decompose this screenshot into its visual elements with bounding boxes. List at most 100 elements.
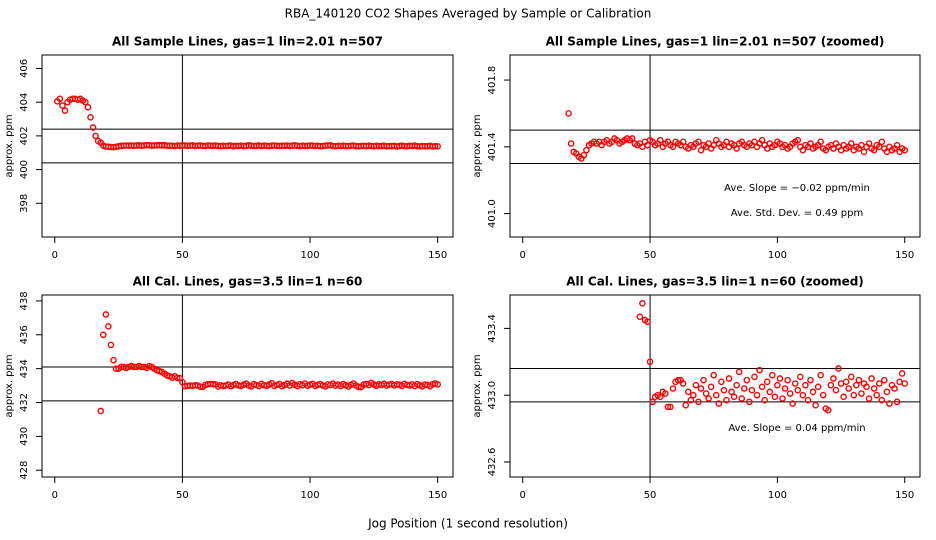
x-tick-label: 150	[895, 250, 914, 261]
panel-title: All Cal. Lines, gas=3.5 lin=1 n=60	[133, 275, 363, 289]
point	[779, 395, 786, 402]
point	[817, 138, 824, 146]
point	[799, 391, 807, 399]
points	[54, 95, 441, 151]
point	[766, 388, 774, 396]
point	[827, 381, 835, 389]
y-tick-label: 434	[19, 359, 30, 378]
point	[840, 393, 847, 401]
point	[891, 385, 898, 392]
point	[99, 331, 107, 339]
point	[794, 136, 802, 144]
point	[784, 376, 791, 384]
point	[97, 407, 105, 415]
point	[761, 396, 768, 404]
point	[59, 102, 66, 109]
panel-title: All Cal. Lines, gas=3.5 lin=1 n=60 (zoom…	[566, 275, 864, 289]
point	[786, 390, 794, 397]
points	[565, 110, 909, 162]
panel: All Cal. Lines, gas=3.5 lin=1 n=60 approx…	[4, 275, 454, 501]
point	[728, 388, 735, 396]
point	[886, 400, 893, 407]
y-axis-label: approx. ppm	[472, 354, 483, 417]
annotation: Ave. Slope = −0.02 ppm/min	[724, 183, 870, 194]
point	[669, 385, 677, 392]
point	[565, 110, 572, 117]
point	[682, 401, 690, 409]
x-tick-label: 150	[428, 250, 447, 261]
point	[873, 391, 881, 399]
point	[662, 390, 669, 397]
x-tick-label: 150	[895, 490, 914, 501]
y-tick-label: 433.4	[487, 314, 498, 343]
x-tick-label: 100	[300, 250, 319, 261]
panel-title: All Sample Lines, gas=1 lin=2.01 n=507	[112, 35, 383, 49]
point	[431, 142, 439, 150]
point	[730, 393, 738, 401]
point	[644, 141, 651, 149]
point	[776, 375, 784, 382]
point	[893, 398, 901, 406]
point	[664, 403, 672, 411]
point	[697, 146, 705, 154]
point	[105, 323, 112, 330]
point	[881, 376, 888, 384]
y-tick-label: 430	[19, 427, 30, 446]
y-axis-label: approx. ppm	[4, 114, 15, 177]
point	[819, 391, 827, 399]
point	[56, 95, 64, 103]
point	[720, 386, 728, 394]
point	[845, 385, 852, 392]
point	[695, 398, 702, 406]
point	[733, 381, 740, 389]
point	[812, 401, 819, 409]
point	[82, 98, 89, 106]
point	[799, 146, 807, 154]
point	[858, 390, 865, 397]
point	[893, 141, 901, 149]
x-tick-label: 100	[300, 490, 319, 501]
y-axis-label: approx. ppm	[472, 114, 483, 177]
point	[690, 391, 697, 399]
point	[802, 381, 809, 389]
point	[875, 380, 883, 387]
panel: All Cal. Lines, gas=3.5 lin=1 n=60 (zoom…	[472, 275, 921, 501]
point	[580, 151, 588, 159]
point	[860, 148, 868, 156]
point	[567, 140, 575, 147]
panel: All Sample Lines, gas=1 lin=2.01 n=507 ap…	[4, 35, 454, 261]
point	[705, 395, 712, 402]
y-tick-label: 402	[19, 126, 30, 145]
point	[817, 371, 824, 379]
point	[789, 400, 796, 407]
point	[723, 396, 730, 404]
point	[868, 375, 875, 382]
point	[751, 373, 758, 381]
panel-title: All Sample Lines, gas=1 lin=2.01 n=507 (…	[546, 35, 885, 49]
point	[743, 376, 751, 384]
point	[646, 358, 654, 366]
plot-frame	[41, 54, 454, 238]
point	[748, 386, 756, 394]
point	[725, 375, 733, 382]
x-axis-label: Jog Position (1 second resolution)	[367, 517, 568, 531]
y-tick-label: 400	[19, 160, 30, 179]
point	[712, 391, 720, 399]
points	[97, 311, 441, 415]
point	[753, 391, 761, 399]
point	[758, 136, 766, 144]
point	[644, 318, 651, 326]
point	[707, 383, 715, 391]
point	[355, 383, 362, 391]
point	[771, 393, 779, 401]
point	[878, 138, 886, 146]
point	[656, 393, 664, 401]
x-tick-label: 0	[52, 250, 58, 261]
point	[791, 380, 799, 387]
point	[718, 378, 725, 386]
point	[667, 403, 674, 411]
x-tick-label: 0	[52, 490, 58, 501]
point	[656, 136, 664, 144]
point	[865, 395, 873, 402]
point	[847, 373, 855, 381]
